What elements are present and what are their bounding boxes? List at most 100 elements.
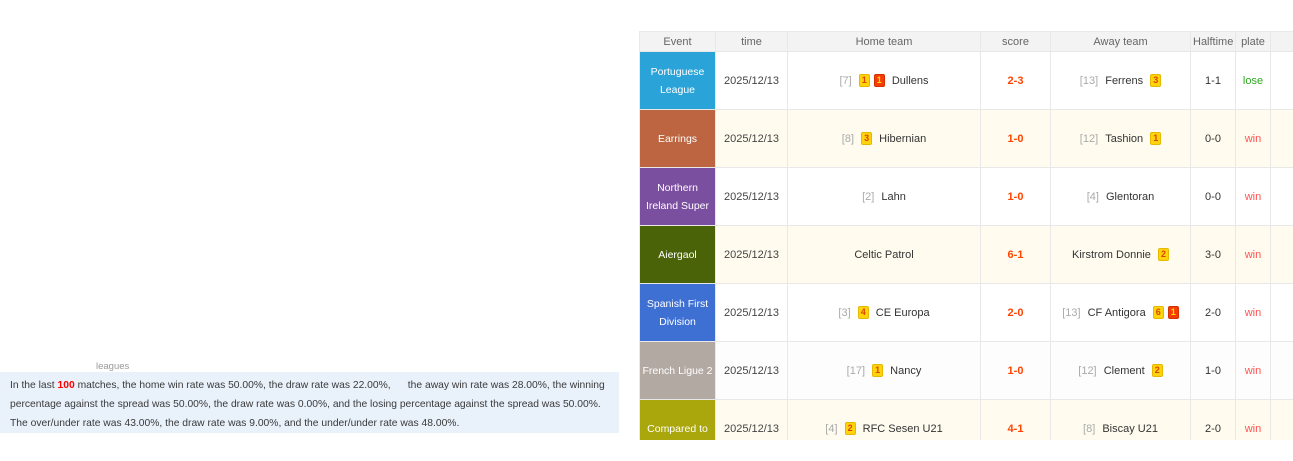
- event-cell[interactable]: Compared to: [639, 399, 716, 440]
- event-cell[interactable]: Northern Ireland Super: [639, 167, 716, 226]
- col-header-away-team: Away team: [1050, 31, 1191, 52]
- away-team-name[interactable]: Glentoran: [1105, 190, 1155, 203]
- score: 4-1: [980, 399, 1051, 440]
- match-time: 2025/12/13: [715, 167, 788, 226]
- home-rank: [7]: [839, 75, 852, 87]
- home-team-cell: Celtic Patrol: [787, 225, 981, 284]
- away-team-cell: [4] Glentoran: [1050, 167, 1191, 226]
- table-row: Aiergaol 2025/12/13 Celtic Patrol 6-1 Ki…: [639, 225, 1293, 284]
- halftime: 1-1: [1190, 51, 1236, 110]
- away-team-name[interactable]: Biscay U21: [1102, 422, 1158, 435]
- plate-status: win: [1235, 399, 1271, 440]
- home-rank: [4]: [825, 423, 838, 435]
- plate-status: win: [1235, 167, 1271, 226]
- away-rank: [12]: [1078, 365, 1097, 377]
- yellow-card-badge: 4: [857, 306, 869, 319]
- away-team-name[interactable]: Tashion: [1105, 133, 1144, 145]
- home-team-name[interactable]: Celtic Patrol: [854, 248, 914, 261]
- leagues-tab-label: leagues: [96, 361, 130, 372]
- home-team-cell: [17] 1 Nancy: [787, 341, 981, 400]
- match-time: 2025/12/13: [715, 225, 788, 284]
- matches-table-container: Event time Home team score Away team Hal…: [639, 31, 1293, 440]
- stats-text-after: matches, the home win rate was 50.00%, t…: [10, 380, 618, 429]
- plate-status: win: [1235, 109, 1271, 168]
- halftime: 0-0: [1190, 109, 1236, 168]
- table-row: French Ligue 2 2025/12/13 [17] 1 Nancy 1…: [639, 341, 1293, 400]
- score: 1-0: [980, 109, 1051, 168]
- event-cell[interactable]: Earrings: [639, 109, 716, 168]
- home-team-name[interactable]: Dullens: [891, 75, 929, 87]
- event-cell[interactable]: Spanish First Division: [639, 283, 716, 342]
- yellow-card-badge: 6: [1152, 306, 1164, 319]
- col-header-halftime: Halftime: [1190, 31, 1236, 52]
- yellow-card-badge: 2: [1151, 364, 1163, 377]
- away-team-name[interactable]: Clement: [1103, 365, 1145, 377]
- col-header-home-team: Home team: [787, 31, 981, 52]
- extra-cell: [1270, 167, 1293, 226]
- header-row: Event time Home team score Away team Hal…: [639, 31, 1293, 52]
- home-team-cell: [8] 3 Hibernian: [787, 109, 981, 168]
- home-team-name[interactable]: Lahn: [881, 190, 906, 203]
- yellow-card-badge: 3: [861, 132, 873, 145]
- home-team-cell: [4] 2 RFC Sesen U21: [787, 399, 981, 440]
- stats-text-before: In the last: [10, 380, 58, 391]
- home-team-cell: [2] Lahn: [787, 167, 981, 226]
- away-rank: [4]: [1086, 190, 1099, 203]
- home-team-cell: [3] 4 CE Europa: [787, 283, 981, 342]
- match-time: 2025/12/13: [715, 51, 788, 110]
- match-time: 2025/12/13: [715, 399, 788, 440]
- extra-cell: [1270, 51, 1293, 110]
- match-time: 2025/12/13: [715, 109, 788, 168]
- col-header-score: score: [980, 31, 1051, 52]
- away-team-cell: [13] Ferrens 3: [1050, 51, 1191, 110]
- yellow-card-badge: 1: [1150, 132, 1162, 145]
- col-header-time: time: [715, 31, 788, 52]
- halftime: 0-0: [1190, 167, 1236, 226]
- away-rank: [13]: [1062, 307, 1081, 319]
- red-card-badge: 1: [1167, 306, 1179, 319]
- home-team-name[interactable]: Hibernian: [879, 133, 927, 145]
- score: 1-0: [980, 167, 1051, 226]
- match-time: 2025/12/13: [715, 283, 788, 342]
- away-team-name[interactable]: Ferrens: [1105, 75, 1144, 87]
- match-count: 100: [57, 380, 75, 391]
- table-row: Northern Ireland Super 2025/12/13 [2] La…: [639, 167, 1293, 226]
- event-cell[interactable]: French Ligue 2: [639, 341, 716, 400]
- col-header-event: Event: [639, 31, 716, 52]
- score: 2-3: [980, 51, 1051, 110]
- home-team-name[interactable]: CE Europa: [875, 307, 930, 319]
- halftime: 2-0: [1190, 399, 1236, 440]
- yellow-card-badge: 3: [1150, 74, 1162, 87]
- matches-table: Event time Home team score Away team Hal…: [639, 31, 1293, 440]
- event-cell[interactable]: Aiergaol: [639, 225, 716, 284]
- extra-cell: [1270, 109, 1293, 168]
- away-team-name[interactable]: Kirstrom Donnie: [1072, 249, 1151, 261]
- halftime: 2-0: [1190, 283, 1236, 342]
- away-team-cell: Kirstrom Donnie 2: [1050, 225, 1191, 284]
- away-team-cell: [8] Biscay U21: [1050, 399, 1191, 440]
- away-team-cell: [12] Tashion 1: [1050, 109, 1191, 168]
- halftime: 3-0: [1190, 225, 1236, 284]
- home-rank: [2]: [862, 190, 875, 203]
- halftime: 1-0: [1190, 341, 1236, 400]
- plate-status: lose: [1235, 51, 1271, 110]
- plate-status: win: [1235, 341, 1271, 400]
- stats-text: In the last 100 matches, the home win ra…: [10, 376, 609, 433]
- extra-cell: [1270, 283, 1293, 342]
- score: 2-0: [980, 283, 1051, 342]
- score: 1-0: [980, 341, 1051, 400]
- yellow-card-badge: 1: [872, 364, 884, 377]
- home-team-name[interactable]: RFC Sesen U21: [862, 423, 943, 435]
- col-header-plate: plate: [1235, 31, 1271, 52]
- event-cell[interactable]: Portuguese League: [639, 51, 716, 110]
- away-team-cell: [12] Clement 2: [1050, 341, 1191, 400]
- table-row: Compared to 2025/12/13 [4] 2 RFC Sesen U…: [639, 399, 1293, 440]
- away-team-name[interactable]: CF Antigora: [1087, 307, 1146, 319]
- plate-status: win: [1235, 225, 1271, 284]
- home-team-name[interactable]: Nancy: [890, 365, 922, 377]
- away-rank: [8]: [1083, 422, 1096, 435]
